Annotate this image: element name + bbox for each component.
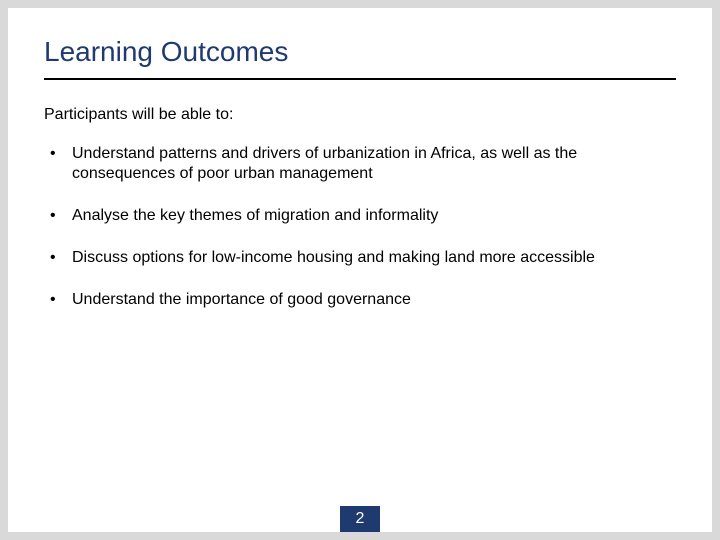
title-divider <box>44 78 676 80</box>
slide-container: Learning Outcomes Participants will be a… <box>8 8 712 532</box>
page-number: 2 <box>340 506 380 532</box>
list-item: Understand patterns and drivers of urban… <box>44 144 676 184</box>
slide-title: Learning Outcomes <box>44 36 676 68</box>
page-number-text: 2 <box>356 510 365 528</box>
bullet-list: Understand patterns and drivers of urban… <box>44 144 676 310</box>
list-item: Analyse the key themes of migration and … <box>44 206 676 226</box>
list-item: Understand the importance of good govern… <box>44 290 676 310</box>
list-item: Discuss options for low-income housing a… <box>44 248 676 268</box>
intro-text: Participants will be able to: <box>44 106 676 124</box>
